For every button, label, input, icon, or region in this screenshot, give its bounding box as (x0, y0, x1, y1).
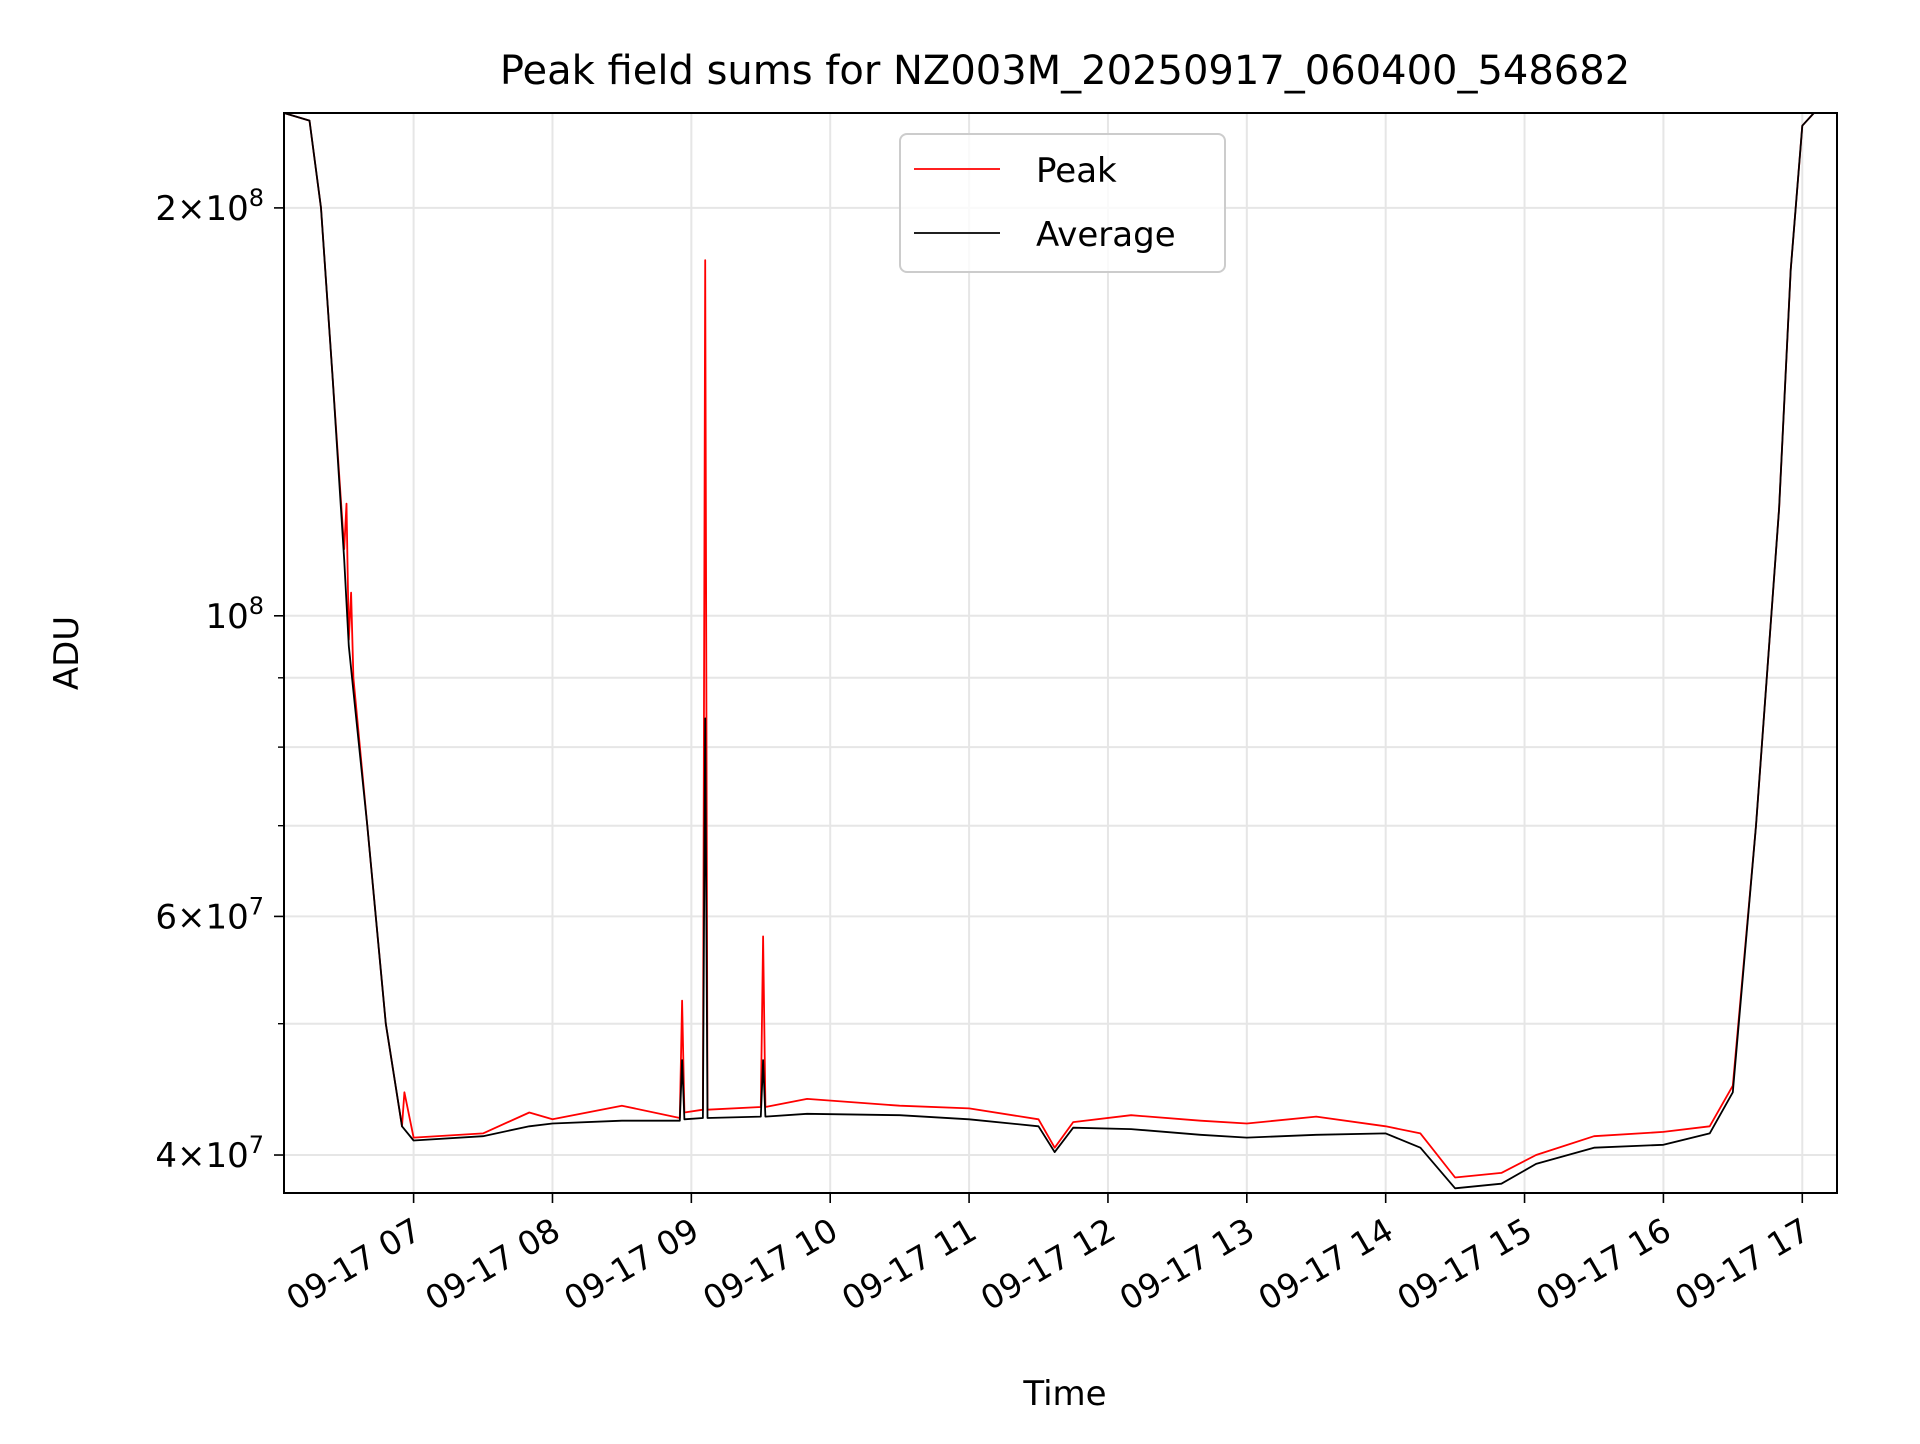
y-tick-label: 2×108 (155, 184, 264, 229)
legend-average-label: Average (1036, 215, 1176, 255)
y-axis-label: ADU (47, 616, 87, 690)
y-tick-label: 4×107 (155, 1131, 264, 1176)
legend-peak-label: Peak (1036, 151, 1117, 191)
series-layer (283, 112, 1837, 1190)
grid-layer (284, 113, 1837, 1193)
legend[interactable]: Peak Average (899, 133, 1226, 273)
y-tick-label: 108 (205, 592, 264, 637)
plot-frame (283, 112, 1838, 1194)
x-axis-label: Time (1022, 1374, 1106, 1414)
series-line-average (283, 112, 1837, 1190)
chart-title: Peak field sums for NZ003M_20250917_0604… (500, 48, 1630, 94)
y-tick-label: 6×107 (155, 892, 264, 937)
